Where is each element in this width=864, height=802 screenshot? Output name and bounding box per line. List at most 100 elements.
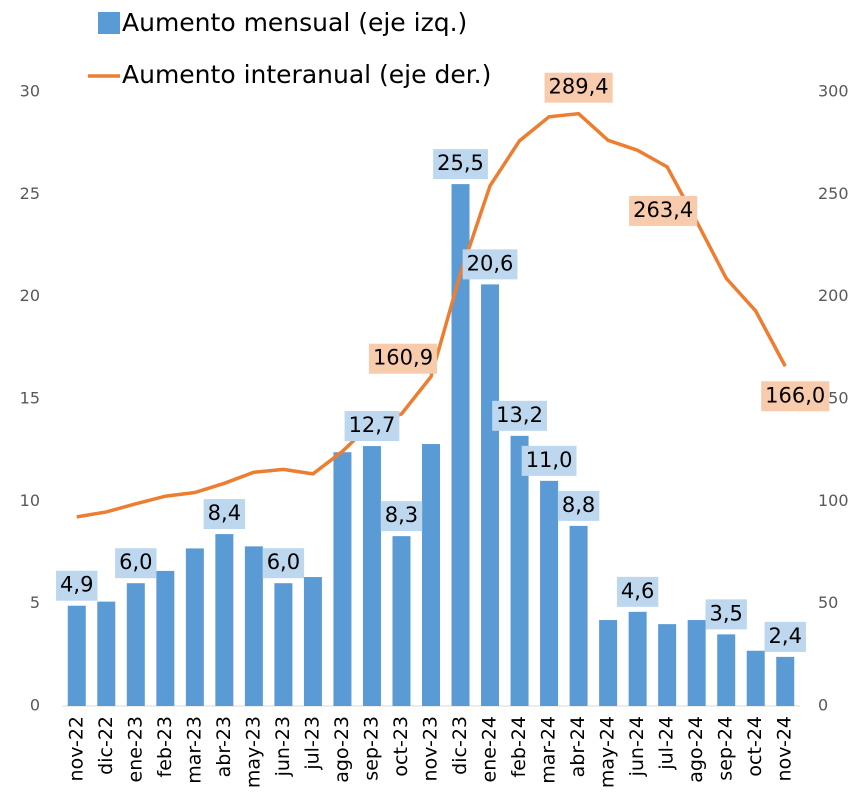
bar-label-box (764, 621, 806, 652)
bar-label: 2,4 (769, 624, 802, 648)
bar-label-box (203, 499, 246, 530)
x-tick-label: mar-24 (538, 716, 560, 784)
bar (274, 583, 293, 706)
bar (422, 444, 440, 706)
y-tick-label: 0 (30, 696, 40, 715)
bar-label: 25,5 (437, 151, 484, 175)
line (76, 111, 787, 519)
legend-label: Aumento interanual (eje der.) (122, 60, 491, 89)
bar-label: 3,5 (709, 601, 742, 625)
x-tick-label: jun-24 (626, 716, 648, 777)
x-tick-label: sep-23 (360, 716, 382, 781)
bar (658, 624, 677, 706)
bar-label: 8,3 (385, 503, 418, 527)
bar-label-box (115, 548, 157, 579)
x-tick-label: nov-22 (65, 716, 87, 781)
line-label: 160,9 (373, 346, 433, 370)
x-tick-label: jul-24 (656, 716, 678, 771)
bar-label: 6,0 (119, 550, 152, 574)
bar (569, 525, 588, 706)
x-tick-label: nov-23 (420, 716, 442, 781)
y2-tick-label: 50 (818, 593, 838, 612)
bar (481, 284, 500, 706)
line-label-box (368, 343, 438, 374)
x-tick-label: ene-23 (124, 716, 146, 782)
bar (185, 548, 204, 706)
bar (510, 435, 529, 706)
x-tick-label: nov-24 (774, 716, 796, 781)
bar (244, 546, 263, 706)
bar-label-box (344, 411, 400, 442)
bar-label: 11,0 (526, 448, 573, 472)
x-tick-label: feb-24 (508, 716, 530, 777)
x-tick-label: dic-22 (95, 716, 117, 775)
y2-tick-label: 250 (818, 184, 849, 203)
bar (67, 605, 86, 706)
bar-label-box (462, 249, 518, 280)
bar (97, 601, 116, 706)
bar-label: 4,6 (621, 579, 654, 603)
line-label-box (544, 72, 613, 103)
x-tick-label: may-23 (242, 716, 264, 788)
x-tick-label: dic-23 (449, 716, 471, 775)
x-tick-label: ago-24 (685, 716, 707, 783)
bar-label: 6,0 (267, 550, 300, 574)
bar (215, 534, 234, 706)
legend-swatch (98, 12, 120, 34)
bar-label-box (616, 576, 659, 607)
bar (303, 577, 322, 706)
bar (362, 446, 381, 706)
x-tick-label: jun-23 (272, 716, 294, 777)
bar-label: 13,2 (496, 403, 543, 427)
bar (540, 480, 559, 706)
bar (333, 452, 352, 706)
line-label: 289,4 (549, 75, 609, 99)
bar-label: 8,8 (562, 493, 595, 517)
bar (599, 620, 618, 706)
bar-label: 12,7 (349, 413, 396, 437)
bar-label: 20,6 (467, 251, 514, 275)
bar-label-box (56, 570, 98, 601)
x-tick-label: may-24 (597, 716, 619, 788)
x-tick-label: ago-23 (331, 716, 353, 783)
x-tick-label: sep-24 (715, 716, 737, 781)
bar (687, 620, 706, 706)
bar (451, 184, 470, 707)
bar-label-box (433, 149, 488, 180)
bar (126, 583, 145, 706)
bar-label-box (521, 445, 577, 476)
bar (392, 536, 411, 706)
x-tick-label: abr-23 (213, 716, 235, 777)
line-label-box (629, 195, 698, 226)
bar-label-box (262, 548, 305, 579)
y2-tick-label: 300 (818, 82, 849, 101)
line-label-box (761, 381, 830, 412)
line-label: 166,0 (765, 383, 825, 407)
x-tick-label: oct-23 (390, 716, 412, 777)
bar-label: 8,4 (208, 501, 241, 525)
y2-tick-label: 200 (818, 286, 849, 305)
x-tick-label: mar-23 (183, 716, 205, 784)
bar-label-box (380, 501, 423, 532)
line-label: 263,4 (633, 198, 693, 222)
bar (156, 570, 175, 706)
bar-label-box (557, 490, 600, 521)
bar (746, 650, 765, 706)
x-tick-label: abr-24 (567, 716, 589, 777)
x-tick-label: ene-24 (479, 716, 501, 782)
bar (717, 634, 736, 706)
bar (628, 611, 647, 706)
y-tick-label: 5 (30, 593, 40, 612)
bar (776, 656, 795, 706)
y-tick-label: 15 (20, 389, 40, 408)
x-tick-label: feb-23 (154, 716, 176, 777)
y2-tick-label: 100 (818, 491, 849, 510)
y-tick-label: 10 (20, 491, 40, 510)
y2-tick-label: 0 (818, 696, 828, 715)
y-tick-label: 20 (20, 286, 40, 305)
bar-label: 4,9 (60, 573, 93, 597)
y-tick-label: 25 (20, 184, 40, 203)
y-tick-label: 30 (20, 82, 40, 101)
bar-label-box (705, 599, 747, 630)
